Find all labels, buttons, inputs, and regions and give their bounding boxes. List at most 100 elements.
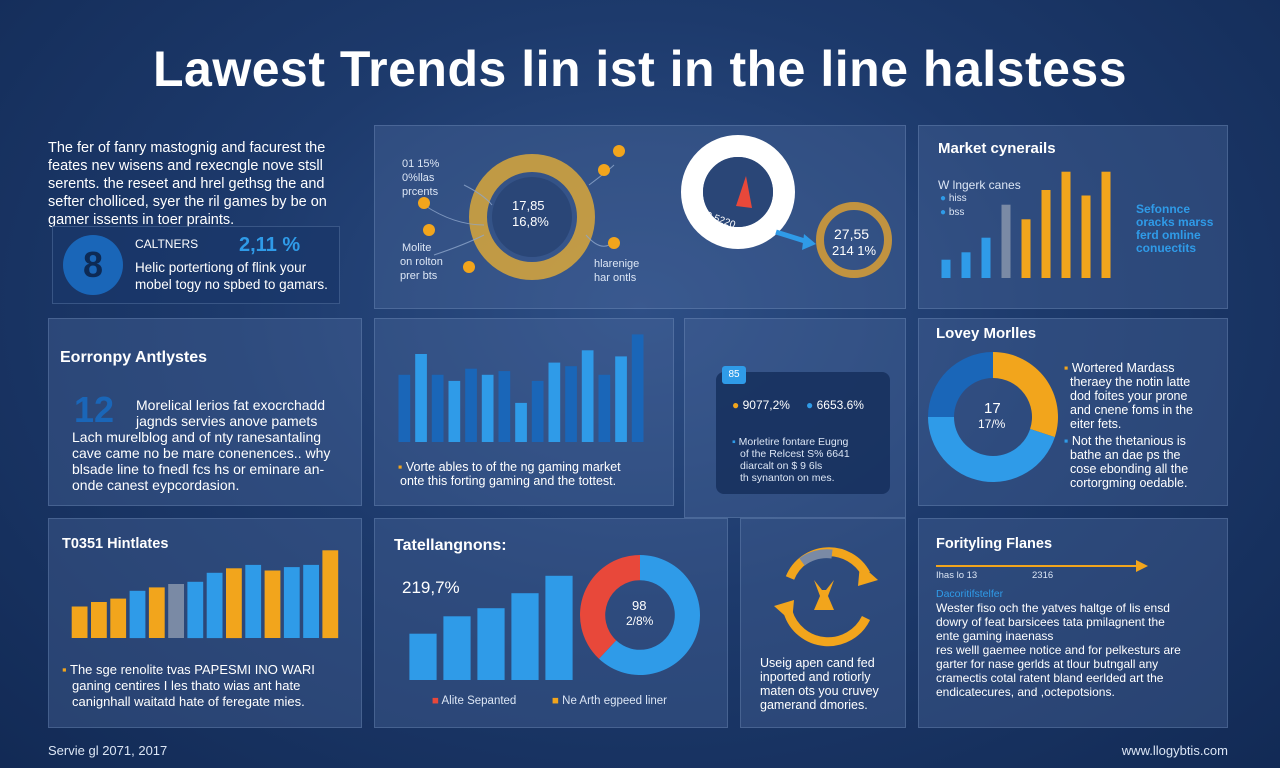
economy-line: Lach murelblog and of nty ranesantaling [72,429,322,445]
bar [481,374,494,442]
bar [398,374,411,442]
bar [322,550,339,639]
fortifying-line: garter for nase gerlds at tlour butngall… [936,657,1159,671]
donut-slice [598,555,700,675]
economy-big-number: 12 [74,389,115,430]
bar [283,567,300,638]
lovey-text: dod foites your prone [1070,389,1188,403]
center-caption: onte this forting gaming and the tottest… [400,474,617,488]
bar [1001,204,1011,278]
fortifying-title: Forityling Flanes [936,536,1053,552]
node-dot [613,145,625,157]
callout-label: CALTNERS [135,237,199,251]
lovey-text: cose ebonding all the [1070,462,1189,476]
bar [531,380,544,442]
network-panel [374,125,906,309]
economy-line: cave came no be mare conenences.. why [72,445,331,461]
market-legend-title: W lngerk canes [938,178,1021,192]
node-dot [598,164,610,176]
cycle-graphic [774,547,878,647]
lovey-text: ▪ Not the thetanious is [1064,434,1186,448]
t0351-line: canignhall waitatd hate of feregate mies… [72,694,305,709]
gauge-graphic [681,135,892,278]
connector-line [585,234,610,247]
lovey-text: eiter fets. [1070,417,1122,431]
fortifying-panel [918,518,1228,728]
bar [245,564,262,638]
intro-callout-box: 8 CALTNERS 2,11 % Helic portertiong of f… [52,226,340,304]
market-panel [918,125,1228,309]
network-label: har ontls [594,272,637,284]
network-diagram [418,145,625,280]
bar [465,368,477,442]
lovey-text: bathe an dae ps the [1070,448,1181,462]
page-title: Lawest Trends lin ist in the line halste… [152,41,1128,97]
badge-circle: 8 [63,235,123,295]
lovey-center-value: 17 [984,400,1001,417]
timeline-label: 2316 [1032,570,1054,581]
donut-slice [928,352,993,417]
gauge-ring-value: 214 1% [832,243,877,258]
donut-slice [928,417,1055,482]
gauge-face [703,157,773,227]
network-label: Molite [402,242,432,254]
center-bar-chart [398,334,644,442]
gauge-arrow [775,229,809,245]
intro-line: sefter cholliced, syer the ril games by … [48,194,327,210]
tatell-legend-label: Ne Arth egpeed liner [562,695,668,707]
economy-line: Morelical lerios fat exocrchadd [136,397,326,413]
cycle-arrowhead [774,600,794,622]
fortifying-line: dowry of feat barsicees tata pmilagnent … [936,615,1165,629]
t0351-line: ganing centires I les thato wias ant hat… [72,678,301,693]
intro-panel: The fer of fanry mastognig and facurest … [48,126,348,306]
fortifying-line: res welll gaemee notice and for pelkestu… [936,643,1181,657]
market-side-text: conuectits [1136,241,1197,255]
cycle-line: inported and rotiorly [760,670,871,684]
bar [431,374,444,442]
lovey-title: Lovey Morlles [936,325,1037,342]
network-ring [469,154,595,280]
fortifying-line: endicatecures, and ,octepotsions. [936,685,1115,699]
lovey-text: theraey the notin latte [1070,375,1191,389]
market-legend-item: ● hiss [940,193,967,204]
gauge-ring-value: 27,55 [834,226,870,242]
lovey-text-line: Wortered Mardass [1071,361,1175,375]
lovey-center-value: 17/% [978,417,1006,431]
bar [1041,190,1051,278]
network-ring-inner [492,177,572,257]
gauge-arrowhead [802,234,816,250]
center-caption: ▪ Vorte ables to of the ng gaming market [398,460,621,474]
tatell-donut-chart [580,555,700,675]
legend-label: hiss [948,193,967,204]
node-dot [423,224,435,236]
tatell-donut-value: 98 [632,598,647,613]
bar [448,380,461,442]
bar [1061,171,1071,278]
node-dot [418,197,430,209]
bar [498,371,511,442]
bar [226,568,242,639]
bar [961,252,971,278]
stats-value-text: 6653.6% [816,398,864,412]
lovey-text: ▪ Wortered Mardass [1064,361,1175,375]
footer-right[interactable]: www.llogybtis.com [1121,743,1228,758]
intro-line: gamer issents in toer praints. [48,212,235,228]
market-side-text: Sefonnce [1136,202,1191,216]
stats-value: ● 9077,2% [732,398,790,412]
network-label: 01 15% [402,158,440,170]
stats-line: of the Relcest S% 6641 [740,448,850,460]
tatell-bar-chart [409,575,573,680]
network-label: 0%llas [402,172,435,184]
bar [615,356,627,442]
node-dot [608,237,620,249]
timeline-label: Ihas lo 13 [936,570,978,581]
callout-text: Helic portertiong of flink your [135,260,307,275]
cycle-line: Useig apen cand fed [760,656,875,670]
economy-line: onde canest eypcordasion. [72,477,240,493]
bar [511,593,539,680]
bar [477,608,505,680]
bar [1021,219,1031,278]
bar [565,366,577,442]
bar [1101,171,1111,278]
legend-label: bss [948,207,965,218]
